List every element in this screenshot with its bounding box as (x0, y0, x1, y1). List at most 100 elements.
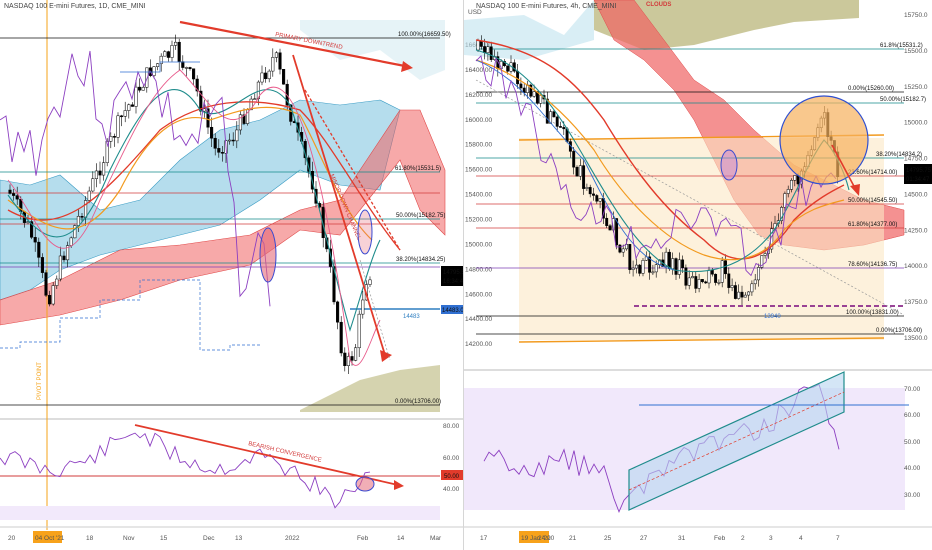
candle-body (102, 162, 106, 176)
candle-body (618, 244, 622, 253)
rsi-tick-label: 50.00 (904, 439, 921, 446)
ma-red (7, 101, 401, 251)
candle-body (130, 104, 134, 107)
rsi-tick-label: 60.00 (904, 412, 921, 419)
candle-body (691, 276, 694, 279)
candle-body (343, 352, 347, 366)
candle-body (73, 225, 77, 239)
rsi-tick-label: 60.00 (443, 455, 460, 462)
candle-body (740, 291, 744, 298)
fib-level-label: 61.80%(14377.00) (848, 222, 897, 228)
candle-body (535, 91, 539, 104)
clouds-label: CLOUDS (646, 2, 671, 8)
candle-body (332, 266, 336, 303)
candle-body (621, 248, 625, 253)
candle-body (278, 52, 282, 70)
right-axis-tick: 14000.0 (904, 263, 928, 270)
fib-level-label: 50.00%(15182.7) (880, 97, 926, 103)
candle-body (737, 291, 741, 299)
candle-body (664, 251, 668, 267)
x-tick-label: 3 (769, 535, 773, 542)
price-badge-time: 01:34:47 (906, 177, 930, 183)
highlight-ellipse (357, 209, 373, 255)
candle-body (260, 72, 264, 83)
candle-body (228, 139, 232, 142)
candle-body (213, 137, 217, 149)
candle-body (217, 148, 221, 153)
daily-chart-panel[interactable]: PIVOT POINT 100.00%(16659.50) 61.80%(15531… (0, 0, 464, 550)
y-tick-label: 15800.00 (465, 142, 492, 149)
primary-downtrend-line (179, 20, 411, 69)
candle-body (296, 122, 300, 133)
candle-body (572, 151, 576, 168)
candle-body (588, 187, 592, 195)
candle-body (532, 91, 536, 97)
y-tick-label: 15600.00 (465, 167, 492, 174)
support-label: 13940 (764, 314, 781, 320)
candle-body (592, 193, 595, 196)
ichimoku-cloud-bearish (0, 109, 446, 326)
candle-body (489, 46, 493, 60)
candle-body (336, 301, 340, 323)
candle-body (644, 256, 648, 261)
candle-body (727, 273, 731, 288)
pivot-label: PIVOT POINT (37, 362, 43, 400)
x-tick-label: 13 (235, 535, 243, 542)
candle-body (141, 87, 145, 91)
rsi-band (0, 506, 440, 520)
x-tick-label: 20 (8, 535, 16, 542)
fib-level-label: 38.20%(14834.25) (396, 257, 445, 263)
candle-body (555, 116, 559, 127)
four-hour-chart-header: NASDAQ 100 E-mini Futures, 4h, CME_MINI (476, 3, 617, 10)
date-badge-label: 04 Oct '21 (35, 535, 65, 542)
candle-body (188, 67, 192, 69)
candle-body (743, 294, 747, 298)
candle-body (790, 180, 793, 190)
candle-body (231, 139, 235, 142)
candle-body (321, 206, 325, 239)
downtrend-arrowhead (401, 61, 413, 72)
x-tick-label: 18 (86, 535, 94, 542)
candle-body (66, 245, 70, 261)
channel-midline (628, 391, 845, 491)
candle-body (199, 90, 203, 112)
candle-body (238, 114, 242, 131)
right-axis-tick: 15000.0 (904, 120, 928, 127)
four-hour-chart-panel[interactable]: USD16600.0016400.0016200.0016000.0015800… (464, 0, 932, 550)
daily-chart-canvas[interactable]: PIVOT POINT 100.00%(16659.50) 61.80%(15531… (0, 0, 463, 550)
candle-body (753, 279, 757, 285)
candle-body (267, 70, 271, 80)
candle-body (750, 283, 754, 293)
candle-body (674, 258, 678, 275)
price-badge-value: 14795.50 (443, 270, 463, 276)
chikou-span (0, 50, 271, 307)
fib-level-label: 61.8%(15531.2) (880, 43, 923, 49)
x-tick-label: 17 (480, 535, 488, 542)
candle-body (634, 264, 638, 269)
candle-body (780, 207, 784, 221)
candle-body (235, 129, 239, 142)
candle-body (33, 237, 37, 243)
orange-level (518, 337, 885, 343)
x-tick-label: 2 (741, 535, 745, 542)
fib-level-label: 0.00%(13706.00) (876, 328, 922, 334)
candle-body (733, 285, 737, 299)
fib-level-label: 50.00%(15182.75) (396, 213, 445, 219)
four-hour-chart-canvas[interactable]: USD16600.0016400.0016200.0016000.0015800… (464, 0, 932, 550)
candle-body (138, 86, 142, 91)
fib-level-label: 78.60%(14136.75) (848, 262, 897, 268)
x-tick-label: Nov (123, 535, 135, 542)
level-badge (441, 305, 463, 314)
future-cloud (300, 20, 445, 80)
candle-body (98, 170, 102, 176)
y-tick-label: 14400.00 (465, 316, 492, 323)
candle-body (206, 108, 210, 128)
fib-level-label: 100.00%(16659.50) (398, 32, 451, 38)
down-arrow (831, 144, 857, 191)
candle-body (608, 225, 612, 231)
ma-pink (7, 69, 381, 366)
candle-body (69, 237, 73, 246)
candle-body (282, 69, 286, 85)
x-tick-label: Dec (203, 535, 215, 542)
candle-body (559, 126, 562, 128)
